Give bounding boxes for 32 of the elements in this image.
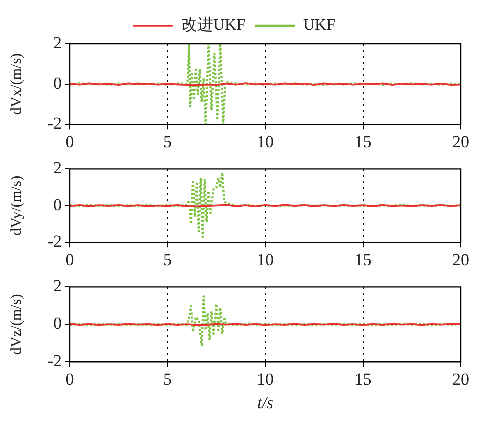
x-tick-label: 15 [354, 370, 372, 389]
x-tick-label: 15 [354, 250, 372, 270]
y-tick-label: 2 [54, 158, 62, 178]
y-axis-title: dVx/(m/s) [8, 53, 25, 116]
line-series [70, 172, 461, 238]
y-tick-label: -2 [48, 352, 62, 371]
legend-label: UKF [304, 17, 336, 34]
x-tick-label: 10 [257, 370, 274, 389]
y-tick-label: -2 [48, 114, 62, 134]
line-series [70, 295, 461, 346]
x-axis-title: t/s [257, 393, 274, 412]
x-tick-label: 0 [66, 370, 74, 389]
x-tick-label: 15 [354, 132, 372, 152]
y-axis-title: dVz/(m/s) [8, 294, 25, 356]
y-tick-label: 2 [54, 276, 62, 296]
x-tick-label: 5 [164, 250, 172, 270]
y-tick-label: 0 [54, 195, 62, 214]
y-tick-label: 0 [54, 314, 62, 334]
x-tick-label: 5 [164, 370, 172, 389]
y-axis-title: dVy/(m/s) [8, 176, 25, 236]
y-tick-label: 2 [54, 33, 62, 52]
x-tick-label: 0 [66, 132, 74, 152]
legend-label: 改进UKF [181, 16, 246, 34]
x-tick-label: 10 [257, 132, 274, 152]
x-tick-label: 10 [257, 250, 274, 270]
y-tick-label: -2 [48, 232, 62, 252]
x-tick-label: 20 [452, 370, 470, 389]
x-tick-label: 20 [452, 132, 470, 152]
y-tick-label: 0 [54, 74, 62, 93]
x-tick-label: 0 [66, 250, 74, 270]
x-tick-label: 5 [164, 132, 172, 152]
x-tick-label: 20 [452, 250, 470, 270]
